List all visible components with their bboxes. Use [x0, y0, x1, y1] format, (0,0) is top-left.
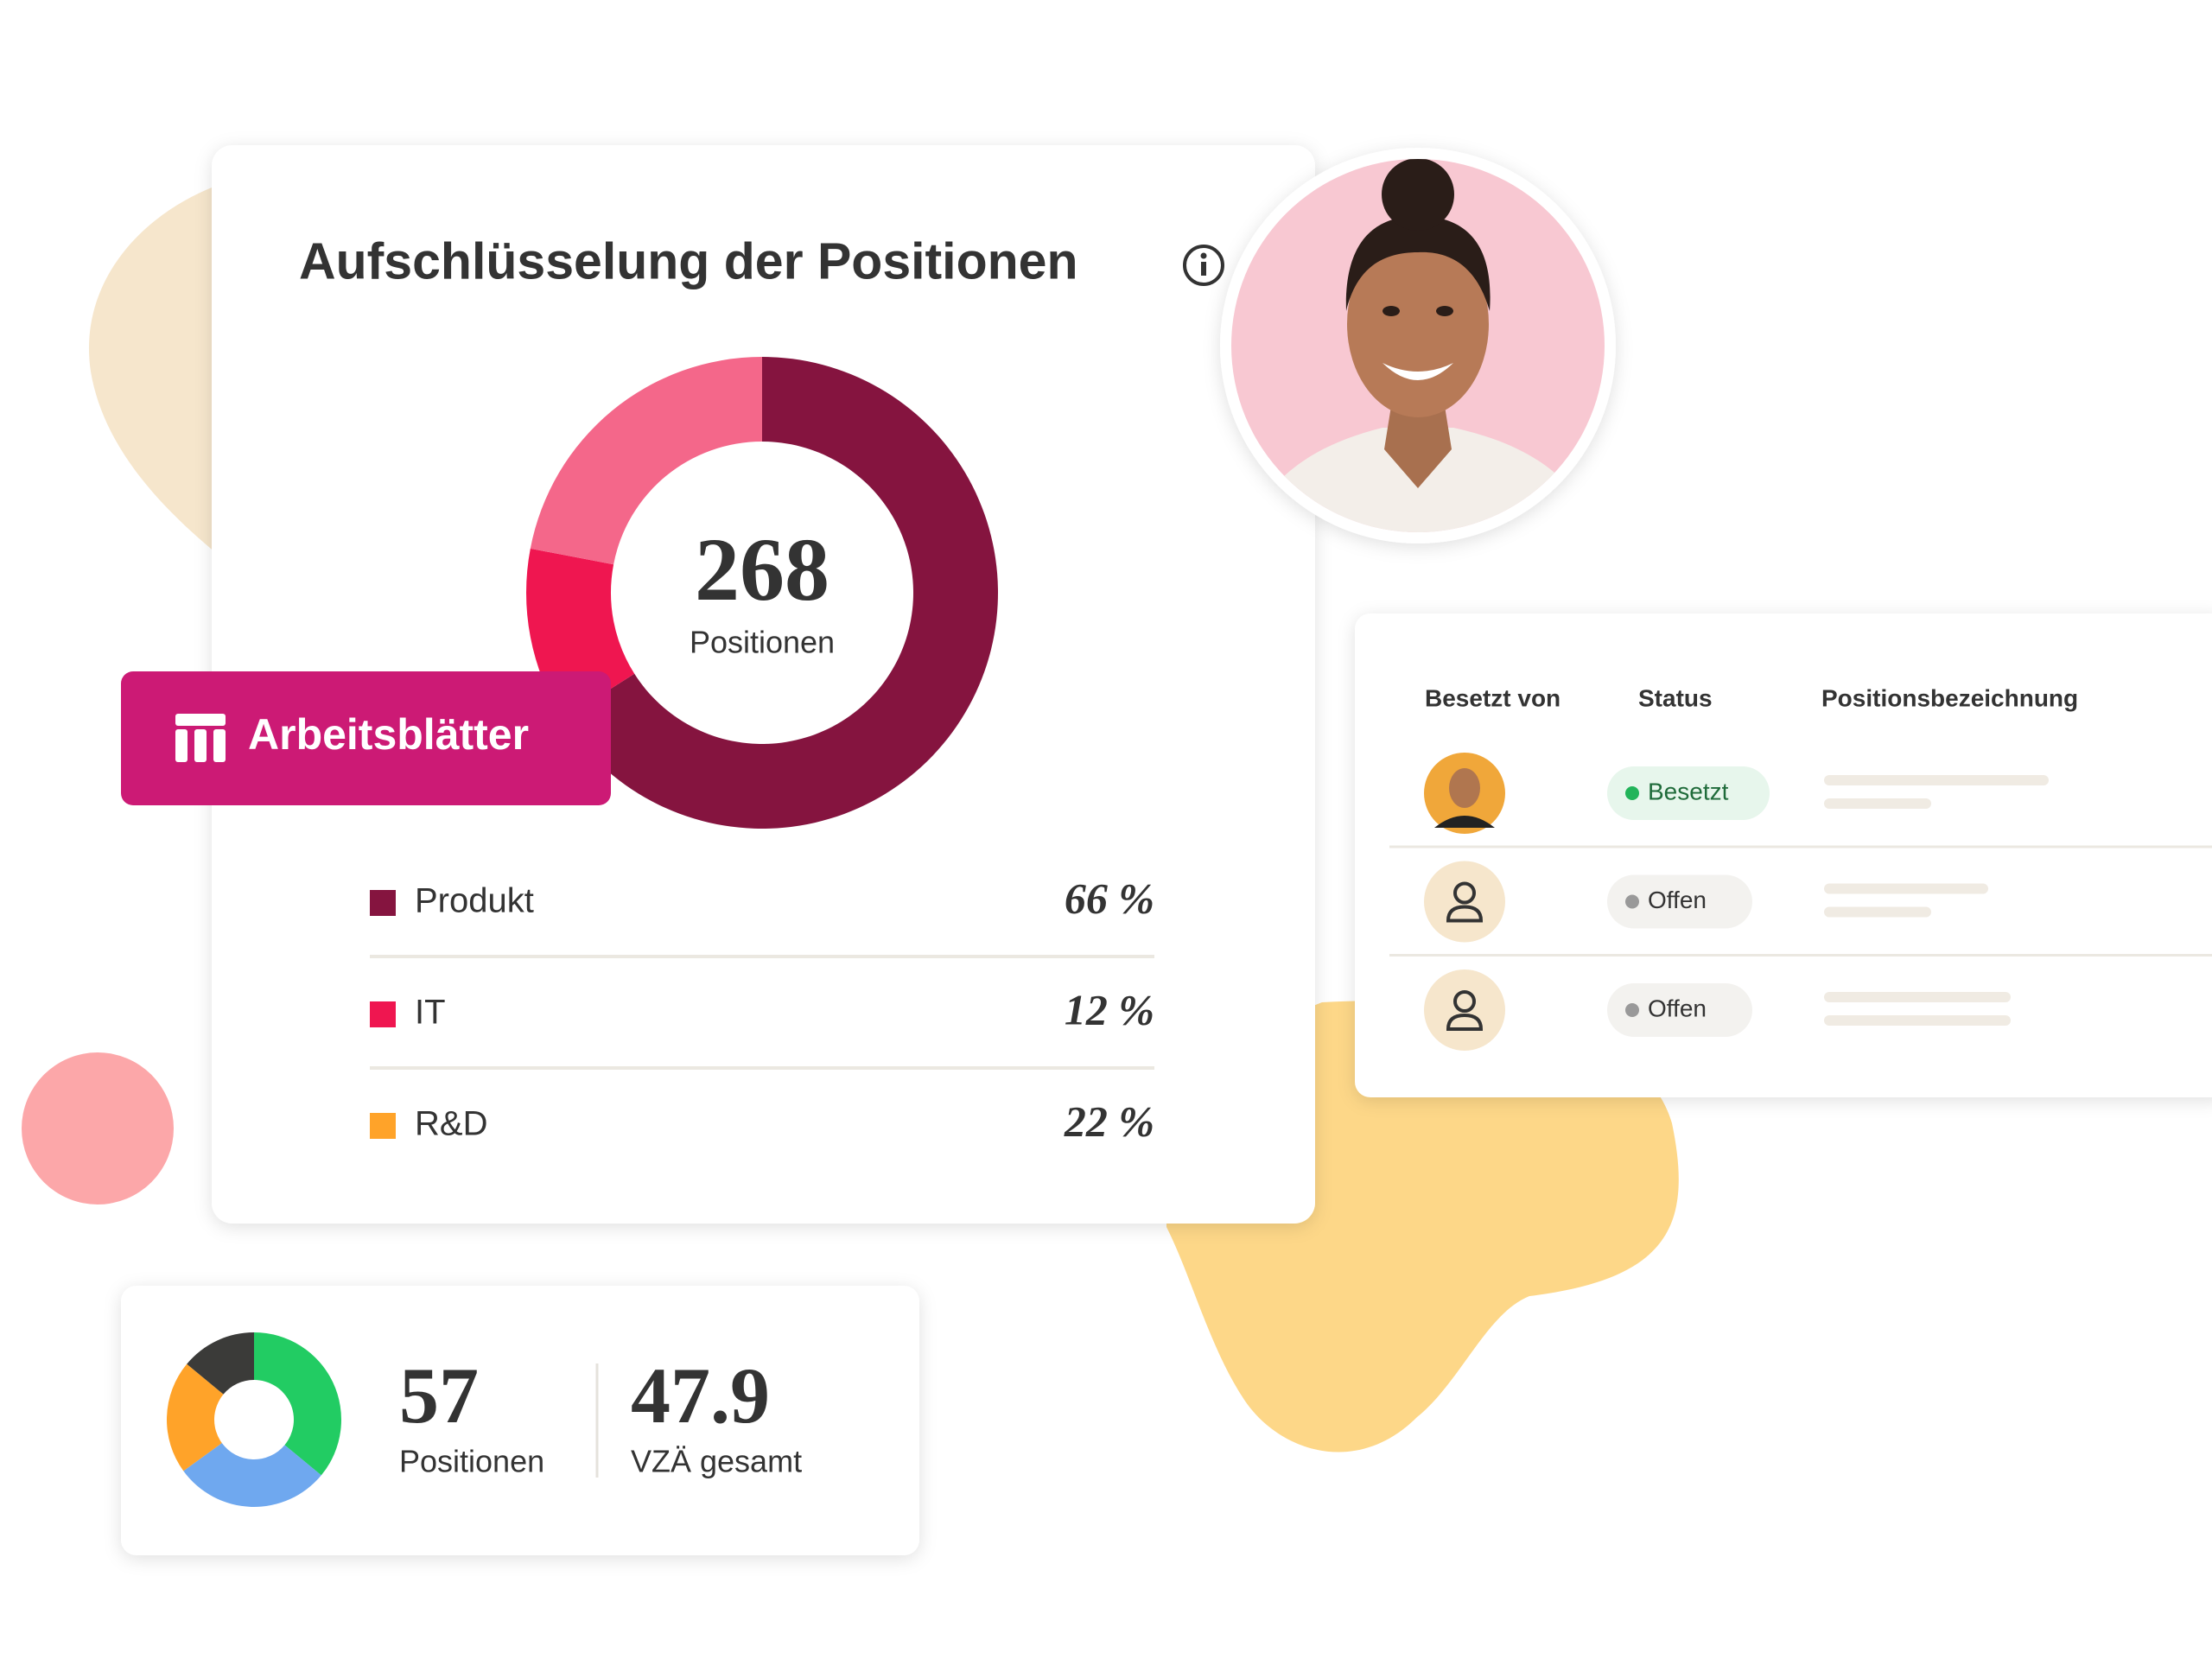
status-label: Offen [1648, 887, 1707, 913]
avatar-icon-body [1446, 1013, 1484, 1031]
avatar-body [1434, 816, 1495, 828]
fte-label: VZÄ gesamt [631, 1444, 802, 1479]
donut-segment [183, 1443, 321, 1508]
status-pill [1607, 766, 1770, 820]
donut-segment [166, 1363, 224, 1471]
legend-name: R&D [415, 1105, 487, 1143]
donut-segment [563, 357, 998, 830]
legend-swatch [370, 1001, 396, 1027]
button-label[interactable]: Arbeitsblätter [248, 710, 529, 759]
donut-segment [530, 357, 762, 565]
legend: Produkt 66 % IT 12 % R&D 22 % [370, 874, 1154, 1145]
avatar-icon-head [1453, 881, 1476, 905]
donut-segment [187, 1332, 254, 1395]
profile-photo [1231, 159, 1605, 532]
status-dot [1625, 786, 1639, 800]
status-label: Offen [1648, 995, 1707, 1021]
avatar-icon-body [1446, 905, 1484, 923]
table-header: Status [1638, 684, 1713, 711]
legend-name: Produkt [415, 882, 534, 920]
status-dot [1625, 1003, 1639, 1017]
breakdown-card [212, 145, 1315, 1224]
table-card [1355, 613, 2212, 1097]
positions-value: 57 [399, 1351, 479, 1440]
legend-value: 12 % [1065, 985, 1154, 1033]
placeholder-line [1824, 775, 2049, 785]
placeholder-line [1824, 992, 2011, 1002]
placeholder-line [1824, 906, 1931, 918]
table-header: Positionsbezeichnung [1821, 684, 2078, 711]
table-header: Besetzt von [1425, 684, 1560, 711]
placeholder-line [1824, 883, 1988, 894]
legend-swatch [370, 890, 396, 916]
mini-donut [166, 1332, 342, 1508]
info-icon[interactable] [1183, 245, 1224, 286]
donut-segment [254, 1332, 342, 1476]
placeholder-line [1824, 798, 1931, 809]
status-pill [1607, 874, 1752, 929]
legend-value: 66 % [1065, 874, 1154, 922]
summary-card [121, 1286, 919, 1555]
avatar-icon-head [1453, 990, 1476, 1013]
positions-label: Positionen [399, 1444, 544, 1479]
legend-value: 22 % [1064, 1096, 1154, 1145]
card-title: Aufschlüsselung der Positionen [299, 233, 1078, 290]
blob-pink [22, 1052, 174, 1205]
legend-name: IT [415, 994, 446, 1032]
placeholder-line [1824, 1015, 2011, 1026]
status-pill [1607, 983, 1752, 1037]
blob-beige [88, 186, 216, 553]
total-value: 268 [695, 520, 830, 620]
total-label: Positionen [690, 625, 835, 660]
fte-value: 47.9 [631, 1351, 770, 1440]
status-label: Besetzt [1648, 778, 1729, 804]
avatar-face [1449, 768, 1480, 808]
table: Besetzt von Status Positionsbezeichnung Bes… [1389, 684, 2212, 1051]
legend-swatch [370, 1113, 396, 1139]
status-dot [1625, 894, 1639, 909]
worksheet-button[interactable]: Arbeitsblätter [121, 671, 611, 805]
